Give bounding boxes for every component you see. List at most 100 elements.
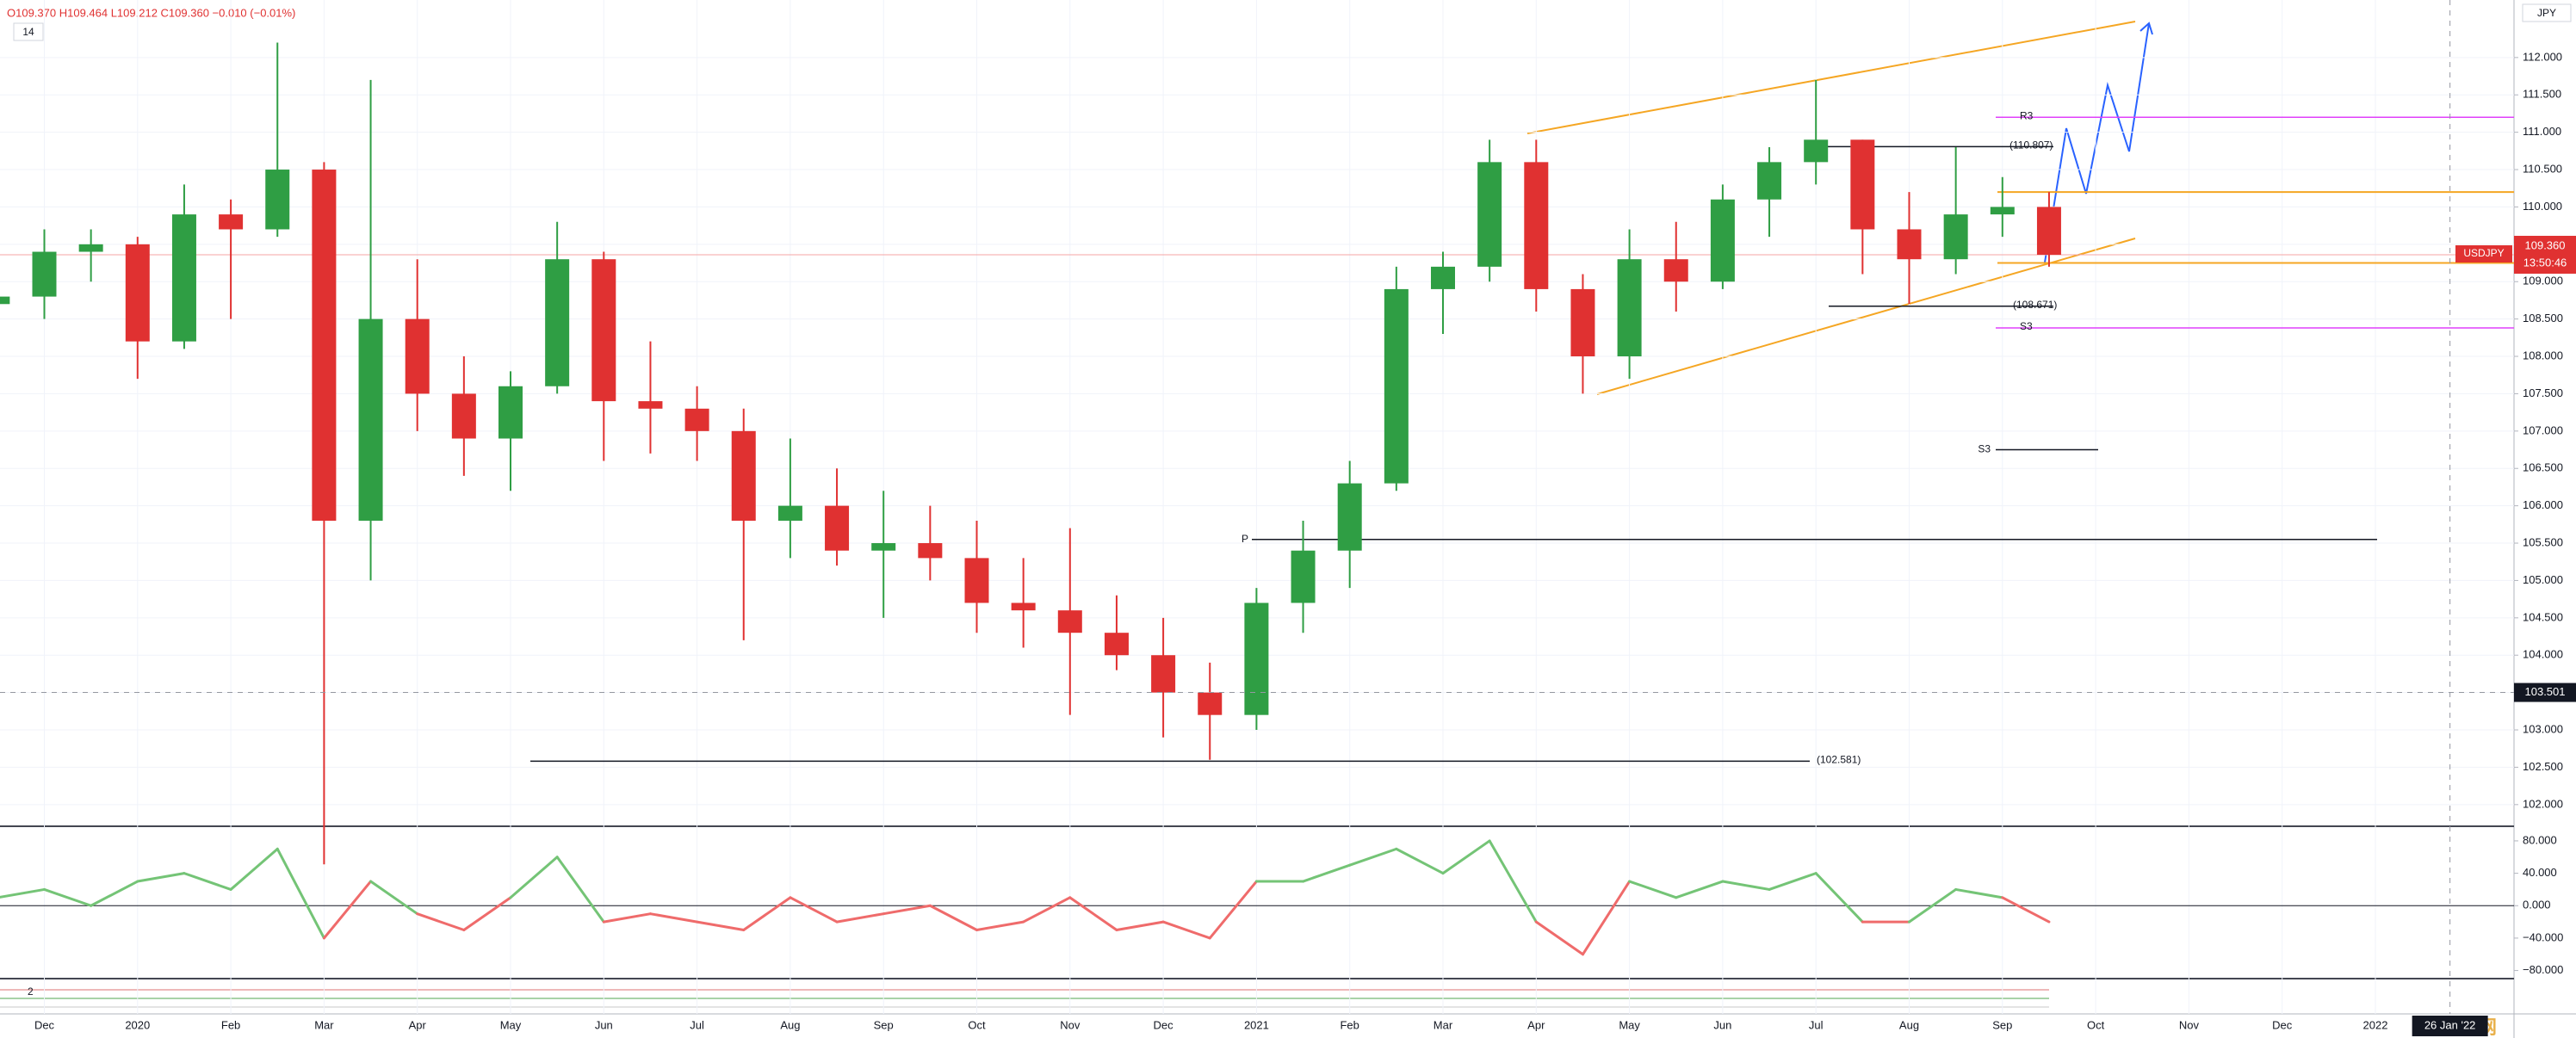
oscillator-segment: [229, 847, 279, 891]
x-tick-label: May: [1619, 1018, 1640, 1031]
oscillator-segment: [369, 880, 419, 916]
y-tick-label: 0.000: [2523, 899, 2551, 911]
x-tick-label: 2022: [2363, 1018, 2388, 1031]
candle-body: [1757, 162, 1782, 200]
projection-arrow: [2139, 22, 2153, 35]
y-tick-label: 111.500: [2523, 88, 2561, 101]
symbol-label: USDJPY: [2463, 247, 2504, 259]
oscillator-segment: [1954, 887, 2004, 899]
pane3-label: 2: [28, 985, 34, 998]
currency[interactable]: JPY: [2537, 7, 2556, 19]
oscillator-segment: [696, 920, 746, 932]
x-tick-label: Nov: [1060, 1018, 1081, 1031]
candle-body: [684, 408, 709, 431]
candle-body: [1057, 610, 1082, 633]
oscillator-segment: [416, 912, 466, 932]
candle-body: [32, 251, 57, 297]
candle-body: [1943, 214, 1968, 260]
candle-body: [312, 170, 337, 521]
oscillator-segment: [1348, 847, 1398, 867]
candle-body: [265, 170, 290, 230]
oscillator-segment: [1022, 896, 1072, 924]
projection-path: [2044, 22, 2150, 263]
oscillator-segment: [1488, 839, 1538, 924]
x-tick-label: Oct: [968, 1018, 986, 1031]
candle-body: [78, 244, 103, 252]
y-tick-label: 107.000: [2523, 423, 2563, 436]
candle-body: [1337, 483, 1362, 551]
candle-body: [1570, 288, 1595, 357]
candle-body: [1151, 655, 1176, 693]
level-label: R3: [2020, 109, 2034, 121]
level-label: (102.581): [1817, 754, 1861, 766]
oscillator-segment: [1768, 872, 1817, 891]
candle-body: [1104, 633, 1129, 656]
oscillator-segment: [1721, 880, 1771, 891]
candle-body: [871, 543, 896, 551]
y-tick-label: 112.000: [2523, 50, 2562, 63]
x-tick-label: Aug: [1899, 1018, 1919, 1031]
oscillator-segment: [1908, 887, 1958, 924]
x-tick-label: Mar: [1434, 1018, 1453, 1031]
y-tick-label: −80.000: [2523, 963, 2563, 976]
oscillator-segment: [835, 912, 885, 924]
oscillator-segment: [509, 856, 559, 899]
oscillator-segment: [43, 887, 93, 907]
y-tick-label: 102.500: [2523, 760, 2563, 773]
oscillator-segment: [2001, 896, 2051, 924]
x-tick-label: Jul: [690, 1018, 704, 1031]
oscillator-segment: [975, 920, 1025, 932]
candle-body: [964, 558, 989, 603]
candle-body: [1897, 229, 1922, 260]
y-tick-label: 109.000: [2523, 275, 2563, 287]
candle-body: [731, 430, 756, 521]
x-tick-label: Dec: [2272, 1018, 2293, 1031]
oscillator-segment: [0, 887, 46, 899]
candle-body: [1291, 550, 1316, 603]
candle-body: [0, 296, 10, 305]
interval-box[interactable]: [13, 22, 44, 41]
oscillator-segment: [1302, 863, 1352, 883]
oscillator-segment: [1628, 880, 1678, 899]
candle-body: [1431, 266, 1455, 289]
x-tick-label: Oct: [2087, 1018, 2105, 1031]
y-tick-label: 102.000: [2523, 797, 2563, 810]
price-tag: [2514, 235, 2576, 274]
candle-body: [1710, 199, 1735, 282]
oscillator-segment: [928, 904, 978, 932]
candle-body: [2036, 207, 2061, 255]
oscillator-segment: [555, 856, 605, 924]
candle-body: [219, 214, 244, 230]
oscillator-segment: [90, 880, 139, 907]
interval[interactable]: 14: [22, 26, 34, 38]
y-tick-label: 103.000: [2523, 722, 2563, 735]
oscillator-segment: [322, 880, 373, 940]
oscillator-segment: [602, 912, 652, 924]
x-tick-label: Jul: [1809, 1018, 1824, 1031]
oscillator-segment: [1534, 920, 1584, 956]
x-tick-label: 2020: [125, 1018, 150, 1031]
x-tick-label: Apr: [1527, 1018, 1545, 1031]
countdown-label: 13:50:46: [2523, 256, 2567, 269]
y-tick-label: 106.500: [2523, 461, 2563, 474]
y-tick-label: 106.000: [2523, 498, 2563, 511]
level-label: S3: [2020, 320, 2033, 332]
y-tick-label: 110.000: [2523, 200, 2562, 213]
currency-box[interactable]: [2522, 3, 2572, 22]
oscillator-segment: [742, 896, 792, 932]
oscillator-segment: [1068, 896, 1118, 932]
y-tick-label: 108.000: [2523, 349, 2563, 361]
oscillator-segment: [1814, 872, 1864, 924]
candle-body: [1990, 207, 2015, 215]
x-tick-label: Dec: [34, 1018, 55, 1031]
level-label: (108.671): [2013, 299, 2057, 311]
y-tick-label: 104.500: [2523, 610, 2563, 623]
y-tick-label: 40.000: [2523, 866, 2557, 879]
x-tick-label: 2021: [1244, 1018, 1269, 1031]
crosshair-date-label: 26 Jan '22: [2424, 1018, 2476, 1031]
crosshair-price-label: 103.501: [2525, 685, 2566, 698]
y-tick-label: 111.000: [2523, 125, 2561, 138]
crosshair-date-tag: [2412, 1016, 2488, 1036]
crosshair-price-tag: [2514, 683, 2576, 702]
